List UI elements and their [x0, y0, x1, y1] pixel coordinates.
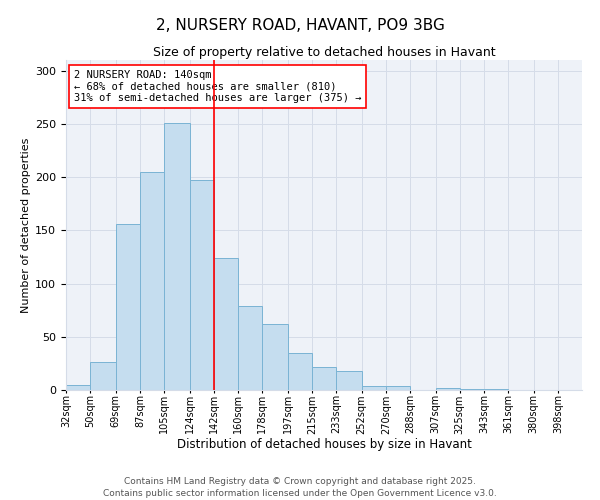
Bar: [90, 362, 116, 390]
Text: 2, NURSERY ROAD, HAVANT, PO9 3BG: 2, NURSERY ROAD, HAVANT, PO9 3BG: [155, 18, 445, 32]
Title: Size of property relative to detached houses in Havant: Size of property relative to detached ho…: [152, 46, 496, 59]
Y-axis label: Number of detached properties: Number of detached properties: [21, 138, 31, 312]
Bar: [190, 180, 214, 390]
Bar: [140, 172, 164, 390]
Bar: [362, 386, 386, 390]
Bar: [460, 389, 484, 390]
Bar: [164, 123, 190, 390]
Text: 2 NURSERY ROAD: 140sqm
← 68% of detached houses are smaller (810)
31% of semi-de: 2 NURSERY ROAD: 140sqm ← 68% of detached…: [74, 70, 361, 103]
Bar: [288, 352, 312, 390]
Bar: [312, 366, 336, 390]
Bar: [436, 388, 460, 390]
Bar: [386, 386, 410, 390]
Bar: [484, 389, 508, 390]
Bar: [116, 224, 140, 390]
Bar: [336, 371, 362, 390]
Bar: [238, 306, 262, 390]
Bar: [214, 258, 238, 390]
Text: Contains HM Land Registry data © Crown copyright and database right 2025.
Contai: Contains HM Land Registry data © Crown c…: [103, 476, 497, 498]
X-axis label: Distribution of detached houses by size in Havant: Distribution of detached houses by size …: [176, 438, 472, 451]
Bar: [262, 324, 288, 390]
Bar: [66, 384, 90, 390]
